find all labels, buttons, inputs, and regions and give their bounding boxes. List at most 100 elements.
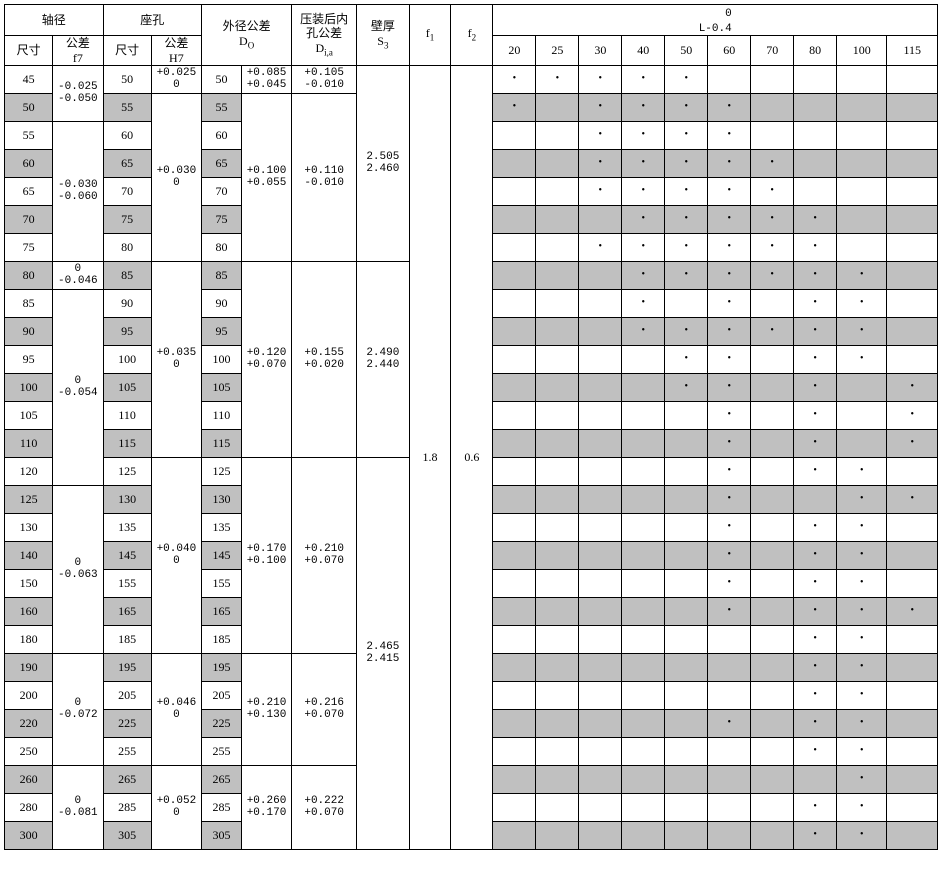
cell-dot xyxy=(751,625,794,653)
cell-tol-f7: 0 -0.063 xyxy=(53,485,103,653)
cell-dot xyxy=(579,541,622,569)
cell-dot: • xyxy=(665,205,708,233)
hdr-L-50: 50 xyxy=(665,36,708,66)
cell-dot xyxy=(837,373,887,401)
cell-dot: • xyxy=(837,793,887,821)
cell-dot: • xyxy=(665,233,708,261)
cell-dot xyxy=(751,793,794,821)
cell-dot xyxy=(665,737,708,765)
cell-dot xyxy=(536,121,579,149)
cell-dot: • xyxy=(794,261,837,289)
hdr-L-25: 25 xyxy=(536,36,579,66)
cell-bore-size: 255 xyxy=(103,737,151,765)
cell-bore-size: 145 xyxy=(103,541,151,569)
cell-bore-size: 75 xyxy=(103,205,151,233)
cell-dot xyxy=(622,485,665,513)
cell-dot xyxy=(579,457,622,485)
cell-dot xyxy=(579,401,622,429)
cell-dot xyxy=(536,149,579,177)
cell-shaft-size: 50 xyxy=(5,93,53,121)
hdr-L-20: 20 xyxy=(493,36,536,66)
cell-dot xyxy=(493,653,536,681)
cell-dot xyxy=(493,737,536,765)
cell-dot xyxy=(751,65,794,93)
cell-shaft-size: 130 xyxy=(5,513,53,541)
cell-do-size: 80 xyxy=(202,233,242,261)
cell-dot: • xyxy=(708,541,751,569)
cell-dot xyxy=(493,821,536,849)
cell-dot: • xyxy=(579,233,622,261)
cell-dot xyxy=(622,429,665,457)
cell-dot xyxy=(751,401,794,429)
hdr-L-100: 100 xyxy=(837,36,887,66)
cell-dot xyxy=(665,681,708,709)
cell-tol-Do: +0.100 +0.055 xyxy=(241,93,291,261)
cell-bore-size: 105 xyxy=(103,373,151,401)
cell-dot xyxy=(708,793,751,821)
cell-dot xyxy=(751,653,794,681)
cell-dot: • xyxy=(708,457,751,485)
cell-tol-Do: +0.085 +0.045 xyxy=(241,65,291,93)
cell-dot: • xyxy=(794,513,837,541)
cell-dot: • xyxy=(622,317,665,345)
cell-dot: • xyxy=(794,737,837,765)
cell-dot xyxy=(837,121,887,149)
cell-dot xyxy=(708,765,751,793)
cell-dot xyxy=(579,737,622,765)
cell-dot: • xyxy=(622,205,665,233)
cell-dot xyxy=(708,65,751,93)
cell-dot: • xyxy=(794,317,837,345)
table-header: 轴径 座孔 外径公差 DO 压装后内 孔公差 Di,a 壁厚 S3 f1 f2 … xyxy=(5,5,938,66)
cell-dot xyxy=(708,821,751,849)
cell-dot: • xyxy=(751,177,794,205)
cell-dot: • xyxy=(794,373,837,401)
cell-dot: • xyxy=(622,121,665,149)
cell-dot xyxy=(837,65,887,93)
cell-bore-size: 80 xyxy=(103,233,151,261)
cell-bore-size: 265 xyxy=(103,765,151,793)
bushing-spec-table: 轴径 座孔 外径公差 DO 压装后内 孔公差 Di,a 壁厚 S3 f1 f2 … xyxy=(4,4,938,850)
cell-dot xyxy=(579,261,622,289)
cell-dot xyxy=(622,373,665,401)
cell-dot xyxy=(536,289,579,317)
cell-f2: 0.6 xyxy=(451,65,493,849)
cell-dot: • xyxy=(837,345,887,373)
cell-dot xyxy=(837,429,887,457)
cell-dot xyxy=(622,821,665,849)
cell-dot xyxy=(579,569,622,597)
cell-dot xyxy=(751,289,794,317)
cell-dot: • xyxy=(708,205,751,233)
hdr-shaft-dia-group: 轴径 xyxy=(5,5,104,36)
cell-tol-Dia: +0.155 +0.020 xyxy=(292,261,357,457)
cell-dot xyxy=(536,261,579,289)
cell-dot xyxy=(622,597,665,625)
cell-dot xyxy=(708,681,751,709)
cell-dot: • xyxy=(794,289,837,317)
cell-dot xyxy=(493,709,536,737)
cell-dot: • xyxy=(837,513,887,541)
cell-do-size: 145 xyxy=(202,541,242,569)
cell-dot xyxy=(622,793,665,821)
cell-dot xyxy=(536,485,579,513)
hdr-f1: f1 xyxy=(409,5,451,66)
cell-dot xyxy=(579,289,622,317)
cell-dot xyxy=(493,149,536,177)
cell-dot xyxy=(536,793,579,821)
cell-dot: • xyxy=(493,65,536,93)
cell-do-size: 165 xyxy=(202,597,242,625)
cell-dot: • xyxy=(665,121,708,149)
cell-shaft-size: 300 xyxy=(5,821,53,849)
cell-tol-Dia: +0.216 +0.070 xyxy=(292,653,357,765)
cell-dot xyxy=(751,429,794,457)
hdr-bore-size: 尺寸 xyxy=(103,36,151,66)
cell-dot xyxy=(579,765,622,793)
cell-dot xyxy=(493,597,536,625)
cell-do-size: 55 xyxy=(202,93,242,121)
cell-dot: • xyxy=(665,373,708,401)
cell-dot xyxy=(493,261,536,289)
cell-bore-size: 100 xyxy=(103,345,151,373)
cell-tol-H7: +0.030 0 xyxy=(151,93,201,261)
cell-dot: • xyxy=(887,597,938,625)
cell-dot: • xyxy=(794,793,837,821)
cell-dot: • xyxy=(887,373,938,401)
